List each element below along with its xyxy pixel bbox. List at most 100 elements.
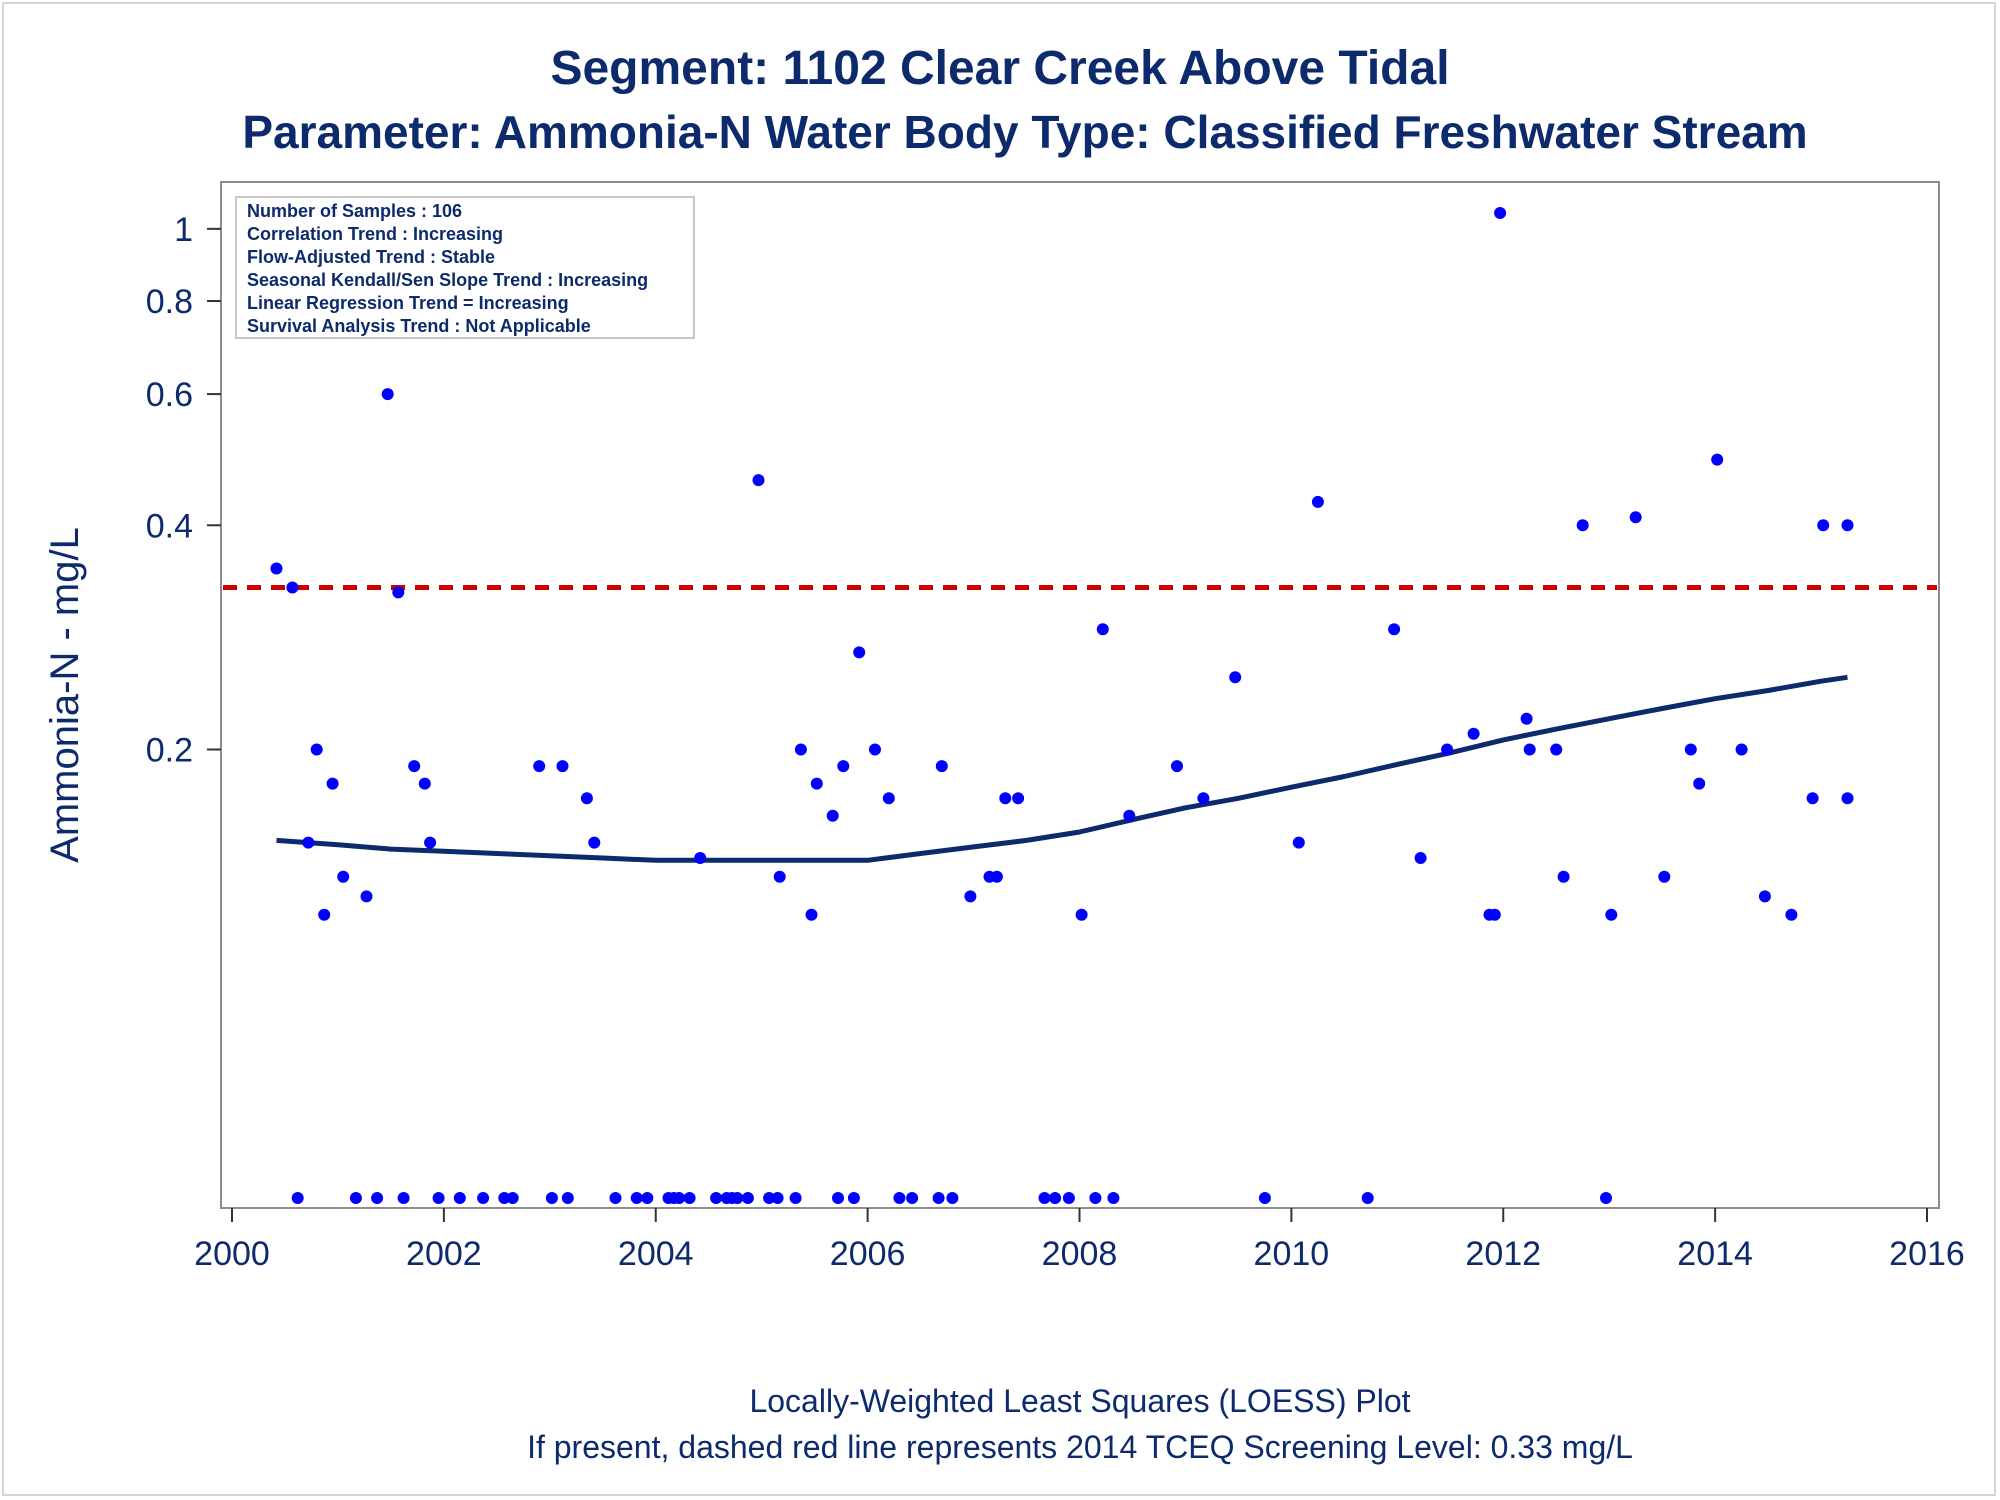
data-point — [1605, 908, 1618, 921]
data-point — [1441, 743, 1454, 756]
data-point-floor — [789, 1192, 802, 1204]
data-point-floor — [1089, 1192, 1102, 1204]
data-point — [1229, 671, 1242, 684]
data-point — [1075, 908, 1088, 921]
data-point — [588, 836, 601, 849]
data-point-floor — [932, 1192, 945, 1204]
data-point — [1171, 760, 1183, 773]
stats-box-line: Linear Regression Trend = Increasing — [247, 293, 569, 313]
data-point — [310, 743, 323, 756]
data-point-floor — [432, 1192, 445, 1204]
data-point — [694, 852, 707, 864]
data-point-floor — [506, 1192, 519, 1204]
data-point — [337, 870, 350, 883]
chart-subtitle: Parameter: Ammonia-N Water Body Type: Cl… — [242, 106, 1807, 158]
data-point-floor — [1107, 1192, 1120, 1204]
data-point — [1817, 519, 1830, 532]
data-point — [1012, 792, 1025, 805]
y-tick-label: 0.6 — [146, 376, 193, 414]
data-point — [302, 836, 315, 849]
data-point — [1841, 519, 1854, 532]
footnote-loess: Locally-Weighted Least Squares (LOESS) P… — [749, 1383, 1410, 1419]
data-point — [424, 836, 437, 849]
data-point-floor — [349, 1192, 362, 1204]
data-point — [270, 562, 283, 575]
data-point — [826, 809, 839, 822]
data-point — [1123, 809, 1136, 822]
data-point-floor — [371, 1192, 384, 1204]
stats-box-line: Correlation Trend : Increasing — [247, 224, 503, 244]
data-point — [1576, 519, 1589, 532]
data-point — [326, 777, 339, 790]
x-tick-label: 2010 — [1254, 1235, 1330, 1273]
data-point-floor — [1038, 1192, 1051, 1204]
data-point-floor — [1361, 1192, 1374, 1204]
data-point-floor — [1600, 1192, 1612, 1204]
data-point — [1806, 792, 1819, 805]
data-point-floor — [710, 1192, 723, 1204]
data-point-floor — [1062, 1192, 1075, 1204]
data-point-floor — [946, 1192, 959, 1204]
data-point — [1711, 453, 1724, 466]
data-point — [1785, 908, 1798, 921]
data-point — [837, 760, 850, 773]
data-point — [318, 908, 331, 921]
data-point — [408, 760, 421, 773]
x-tick-label: 2014 — [1677, 1235, 1753, 1273]
chart-title: Segment: 1102 Clear Creek Above Tidal — [550, 42, 1449, 95]
data-point-floor — [477, 1192, 490, 1204]
data-point — [999, 792, 1012, 805]
data-point-floor — [731, 1192, 744, 1204]
y-axis-label: Ammonia-N - mg/L — [43, 527, 87, 863]
data-point-floor — [906, 1192, 919, 1204]
data-point — [381, 388, 394, 401]
data-point-floor — [609, 1192, 622, 1204]
data-points — [270, 207, 1854, 1204]
data-point — [1550, 743, 1563, 756]
data-point-floor — [771, 1192, 784, 1204]
data-point — [1096, 623, 1109, 636]
data-point-floor — [561, 1192, 574, 1204]
data-point — [964, 890, 977, 903]
data-point — [1467, 727, 1480, 740]
data-point — [1557, 870, 1570, 883]
y-tick-label: 0.2 — [146, 732, 193, 770]
data-point-floor — [673, 1192, 686, 1204]
stats-box-line: Flow-Adjusted Trend : Stable — [247, 247, 495, 267]
stats-box-line: Seasonal Kendall/Sen Slope Trend : Incre… — [247, 270, 648, 290]
data-point — [1735, 743, 1748, 756]
y-axis: 0.2 0.4 0.6 0.8 1 — [146, 211, 221, 770]
data-point — [1388, 623, 1401, 636]
data-point-floor — [291, 1192, 304, 1204]
footnote-screening: If present, dashed red line represents 2… — [527, 1429, 1633, 1465]
data-point — [1693, 777, 1706, 790]
x-tick-label: 2004 — [618, 1235, 694, 1273]
data-point-floor — [832, 1192, 844, 1204]
data-point — [869, 743, 881, 756]
data-point — [805, 908, 818, 921]
data-point-floor — [1258, 1192, 1271, 1204]
data-point — [1658, 870, 1671, 883]
data-point — [990, 870, 1003, 883]
x-tick-label: 2000 — [194, 1235, 270, 1273]
x-axis: 2000 2002 2004 2006 2008 2010 2012 2014 2016 — [194, 1208, 1965, 1273]
data-point — [1520, 712, 1533, 725]
data-point — [810, 777, 823, 790]
data-point — [1494, 207, 1507, 219]
data-point — [794, 743, 807, 756]
data-point — [752, 474, 765, 487]
y-tick-label: 0.8 — [146, 283, 193, 321]
data-point — [1523, 743, 1536, 756]
data-point — [360, 890, 373, 903]
data-point — [935, 760, 948, 773]
x-tick-label: 2002 — [406, 1235, 482, 1273]
data-point-floor — [1049, 1192, 1062, 1204]
y-tick-label: 1 — [174, 211, 193, 249]
data-point-floor — [453, 1192, 466, 1204]
data-point-floor — [847, 1192, 860, 1204]
data-point-floor — [741, 1192, 754, 1204]
data-point-floor — [630, 1192, 643, 1204]
data-point — [580, 792, 593, 805]
data-point-floor — [545, 1192, 558, 1204]
stats-box-line: Number of Samples : 106 — [247, 201, 462, 221]
